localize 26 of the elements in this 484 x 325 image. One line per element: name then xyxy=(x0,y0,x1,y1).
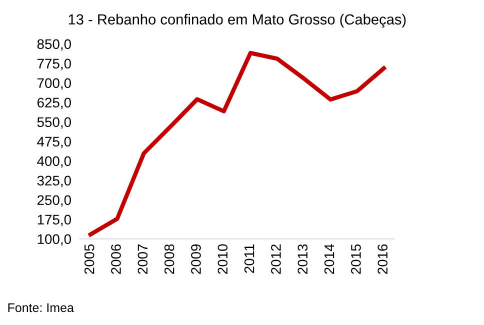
x-tick-label: 2010 xyxy=(218,244,228,274)
y-tick-label: 250,0 xyxy=(37,195,71,207)
y-tick-label: 850,0 xyxy=(37,39,71,51)
y-tick-label: 625,0 xyxy=(37,98,71,110)
y-tick-label: 400,0 xyxy=(37,156,71,168)
y-tick-label: 175,0 xyxy=(38,214,71,226)
x-tick-label: 2015 xyxy=(351,244,361,274)
source-note: Fonte: Imea xyxy=(8,303,74,312)
y-tick-label: 550,0 xyxy=(37,117,71,129)
y-tick-label: 325,0 xyxy=(37,176,71,188)
y-tick-label: 475,0 xyxy=(37,136,71,148)
x-tick-label: 2012 xyxy=(271,244,281,274)
x-tick-label: 2009 xyxy=(191,244,201,274)
x-tick-label: 2011 xyxy=(244,244,254,273)
chart-title: 13 - Rebanho confinado em Mato Grosso (Cabeças) xyxy=(68,14,406,28)
x-tick-label: 2007 xyxy=(138,244,148,274)
x-tick-label: 2014 xyxy=(324,244,334,274)
x-tick-label: 2005 xyxy=(84,244,94,274)
x-tick-label: 2016 xyxy=(378,244,388,274)
y-tick-label: 100,0 xyxy=(38,234,71,246)
line-series xyxy=(88,50,386,237)
x-tick-label: 2006 xyxy=(111,244,121,274)
y-tick-label: 775,0 xyxy=(37,58,71,70)
x-tick-label: 2008 xyxy=(164,244,174,274)
x-tick-label: 2013 xyxy=(298,244,308,274)
y-tick-label: 700,0 xyxy=(37,78,71,90)
